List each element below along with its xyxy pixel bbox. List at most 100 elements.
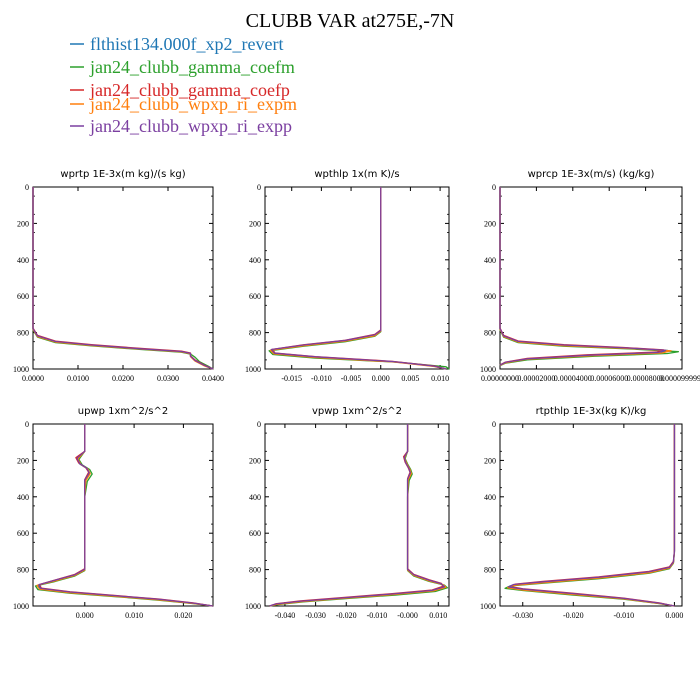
x-tick-label: 0.00000000 xyxy=(481,374,519,383)
legend-entry: flthist134.000f_xp2_revert xyxy=(70,34,283,54)
y-tick-label: 0 xyxy=(25,420,29,429)
x-tick-label: -0.040 xyxy=(275,611,296,620)
y-tick-label: 800 xyxy=(484,329,496,338)
y-tick-label: 1000 xyxy=(480,602,496,611)
series-line xyxy=(271,187,447,370)
panel: rtpthlp 1E-3x(kg K)/kg 0 200 400 600 800 1000 -… xyxy=(480,406,683,620)
legend-entry: jan24_clubb_wpxp_ri_expm xyxy=(70,94,297,114)
plot-frame xyxy=(264,423,450,607)
x-tick-label: -0.010 xyxy=(367,611,388,620)
x-tick-label: 0.0400 xyxy=(202,374,224,383)
panel-title: wprtp 1E-3x(m kg)/(s kg) xyxy=(60,169,185,180)
x-tick-label: 0.0100 xyxy=(67,374,89,383)
series-line xyxy=(269,424,449,607)
legend-label: jan24_clubb_wpxp_ri_expm xyxy=(89,94,297,114)
series-line xyxy=(269,424,444,607)
series-line xyxy=(499,187,667,366)
series-line xyxy=(499,187,665,366)
series-line xyxy=(507,424,676,607)
y-tick-label: 200 xyxy=(17,219,29,228)
y-tick-label: 600 xyxy=(249,292,261,301)
y-tick-label: 600 xyxy=(484,529,496,538)
x-tick-label: -0.030 xyxy=(512,611,533,620)
panel-title: wpthlp 1x(m K)/s xyxy=(314,169,399,180)
y-tick-label: 200 xyxy=(249,219,261,228)
panel: vpwp 1xm^2/s^2 0 200 400 600 800 1000 -0.040 -0.… xyxy=(245,406,450,620)
panels: wprtp 1E-3x(m kg)/(s kg) 0 200 400 600 800 100… xyxy=(13,169,700,620)
x-tick-label: 0.020 xyxy=(174,611,192,620)
series-line xyxy=(268,187,450,370)
x-tick-label: 0.0000999999 xyxy=(659,374,700,383)
y-tick-label: 800 xyxy=(249,329,261,338)
legend-entry: jan24_clubb_wpxp_ri_expp xyxy=(70,116,292,136)
y-tick-label: 1000 xyxy=(13,365,29,374)
series-line xyxy=(270,187,447,370)
x-tick-label: 0.00002000 xyxy=(517,374,555,383)
y-tick-label: 400 xyxy=(17,493,29,502)
y-tick-label: 800 xyxy=(17,566,29,575)
legend-label: flthist134.000f_xp2_revert xyxy=(90,34,283,54)
legend-entry: jan24_clubb_gamma_coefm xyxy=(70,57,295,77)
x-tick-label: -0.005 xyxy=(341,374,362,383)
y-tick-label: 400 xyxy=(484,256,496,265)
series-line xyxy=(269,424,446,607)
series-line xyxy=(499,187,669,366)
y-tick-label: 800 xyxy=(17,329,29,338)
series-line xyxy=(38,424,214,607)
legend-entry: jan24_clubb_gamma_coefp xyxy=(70,80,290,100)
x-tick-label: 0.005 xyxy=(401,374,419,383)
y-tick-label: 800 xyxy=(484,566,496,575)
x-tick-label: -0.000 xyxy=(397,611,418,620)
y-tick-label: 1000 xyxy=(480,365,496,374)
y-tick-label: 200 xyxy=(17,456,29,465)
plot-frame xyxy=(32,423,214,607)
panel: wprtp 1E-3x(m kg)/(s kg) 0 200 400 600 800 100… xyxy=(13,169,224,383)
x-tick-label: -0.030 xyxy=(305,611,326,620)
y-tick-label: 600 xyxy=(484,292,496,301)
panel-title: upwp 1xm^2/s^2 xyxy=(78,406,168,417)
series-line xyxy=(499,187,680,367)
y-tick-label: 1000 xyxy=(245,602,261,611)
x-tick-label: -0.010 xyxy=(311,374,332,383)
series-line xyxy=(270,187,447,370)
y-tick-label: 400 xyxy=(249,493,261,502)
x-tick-label: 0.00008000 xyxy=(627,374,665,383)
legend: flthist134.000f_xp2_revert jan24_clubb_g… xyxy=(70,34,297,136)
panel-title: rtpthlp 1E-3x(kg K)/kg xyxy=(536,406,647,417)
panel: wprcp 1E-3x(m/s) (kg/kg) 0 200 400 600 800 100… xyxy=(480,169,700,383)
y-tick-label: 600 xyxy=(17,292,29,301)
x-tick-label: -0.020 xyxy=(336,611,357,620)
panel-title: wprcp 1E-3x(m/s) (kg/kg) xyxy=(528,169,655,180)
x-tick-label: 0.0200 xyxy=(112,374,134,383)
x-tick-label: 0.010 xyxy=(431,374,449,383)
legend-label: jan24_clubb_wpxp_ri_expp xyxy=(89,116,292,136)
x-tick-label: -0.020 xyxy=(563,611,584,620)
x-tick-label: 0.00006000 xyxy=(590,374,628,383)
y-tick-label: 0 xyxy=(25,183,29,192)
legend-label: jan24_clubb_gamma_coefm xyxy=(89,57,295,77)
y-tick-label: 400 xyxy=(17,256,29,265)
x-tick-label: 0.010 xyxy=(125,611,143,620)
panel: upwp 1xm^2/s^2 0 200 400 600 800 1000 0.000 0.01… xyxy=(13,406,214,620)
y-tick-label: 400 xyxy=(249,256,261,265)
x-tick-label: -0.015 xyxy=(281,374,302,383)
panel: wpthlp 1x(m K)/s02004006008001000-0.015-… xyxy=(245,169,450,383)
plot-frame xyxy=(264,186,450,370)
series-line xyxy=(32,187,214,370)
y-tick-label: 800 xyxy=(249,566,261,575)
x-tick-label: 0.010 xyxy=(429,611,447,620)
x-tick-label: 0.000 xyxy=(665,611,683,620)
y-tick-label: 200 xyxy=(249,456,261,465)
legend-label: jan24_clubb_gamma_coefp xyxy=(89,80,290,100)
y-tick-label: 600 xyxy=(249,529,261,538)
series-line xyxy=(36,424,214,607)
x-tick-label: 0.00004000 xyxy=(554,374,592,383)
y-tick-label: 0 xyxy=(492,183,496,192)
y-tick-label: 0 xyxy=(257,183,261,192)
y-tick-label: 200 xyxy=(484,456,496,465)
x-tick-label: -0.010 xyxy=(614,611,635,620)
figure-title: CLUBB VAR at275E,-7N xyxy=(246,10,455,32)
series-line xyxy=(269,187,447,370)
y-tick-label: 200 xyxy=(484,219,496,228)
